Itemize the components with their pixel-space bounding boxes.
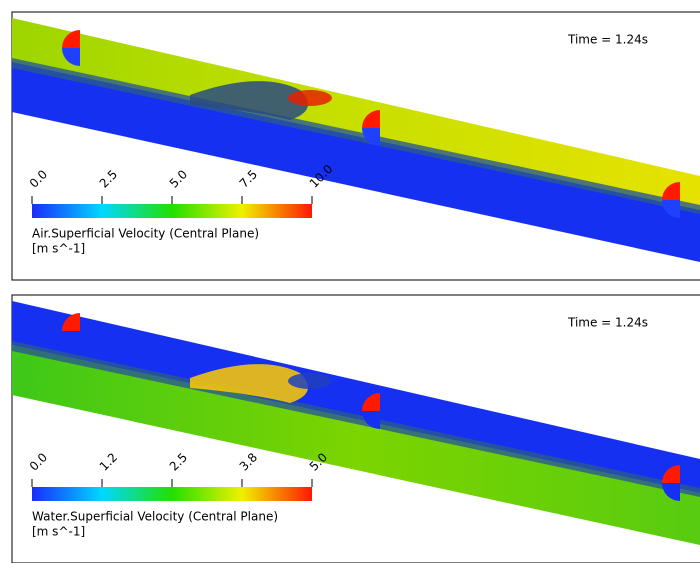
visualization: Time = 1.24s0.02.55.07.510.0Air.Superfic… [0, 0, 700, 563]
colorbar-units: [m s^-1] [32, 242, 85, 256]
time-label: Time = 1.24s [567, 316, 648, 330]
colorbar-title: Water.Superficial Velocity (Central Plan… [32, 510, 278, 524]
colorbar [32, 204, 312, 218]
colorbar-title: Air.Superficial Velocity (Central Plane) [32, 227, 259, 241]
colorbar [32, 487, 312, 501]
time-label: Time = 1.24s [567, 33, 648, 47]
colorbar-units: [m s^-1] [32, 525, 85, 539]
slug-crest [288, 90, 332, 106]
slug-crest [288, 373, 332, 389]
